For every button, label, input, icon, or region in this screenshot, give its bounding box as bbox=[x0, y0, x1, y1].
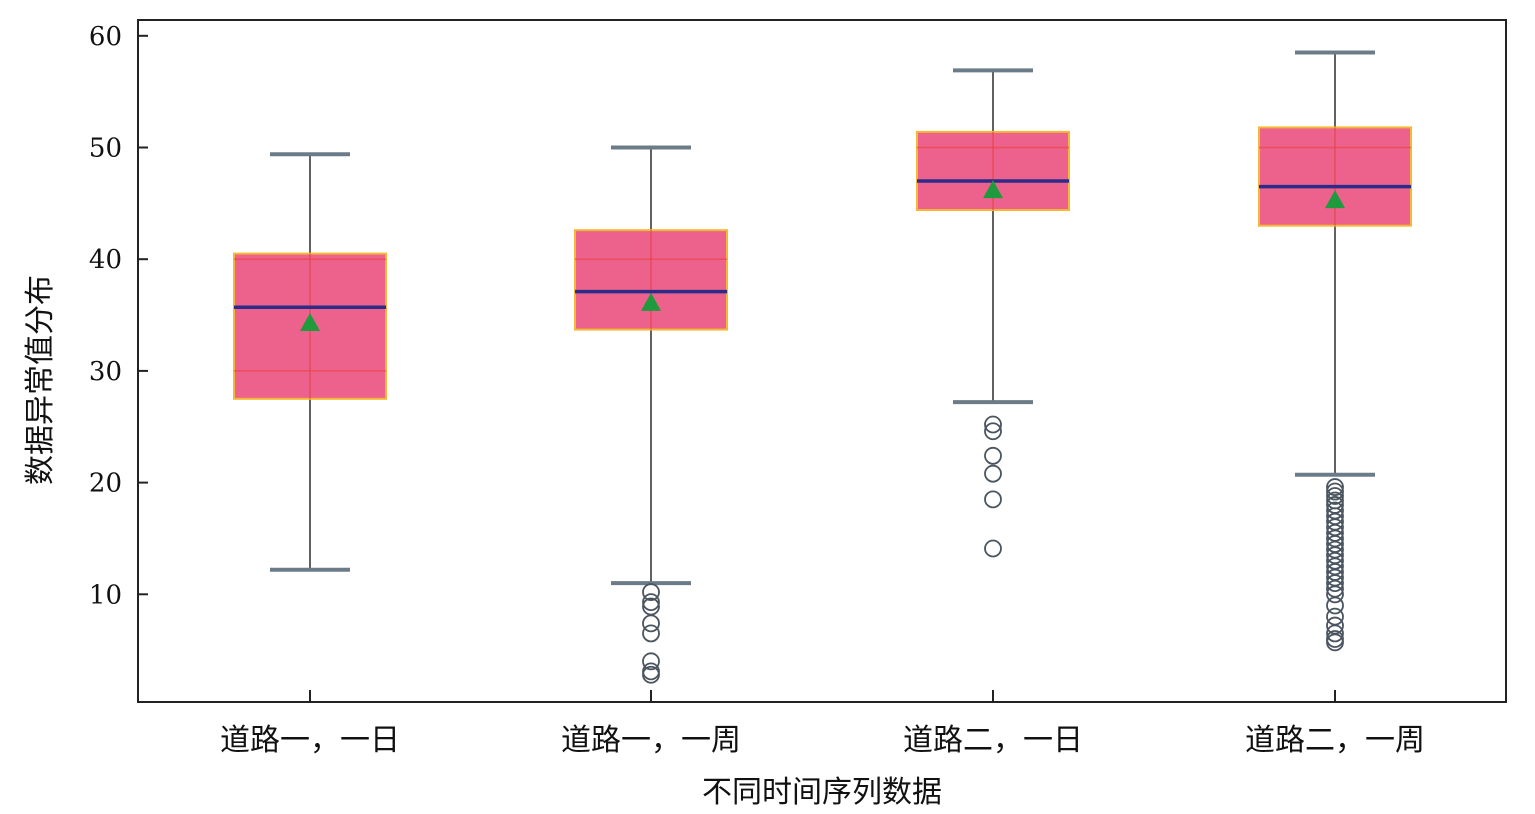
mean-marker bbox=[300, 312, 320, 331]
outlier-point bbox=[1326, 596, 1344, 615]
mean-marker bbox=[641, 292, 661, 311]
y-tick-label: 20 bbox=[89, 469, 122, 499]
outlier-point bbox=[1326, 633, 1344, 652]
y-axis-title: 数据异常值分布 bbox=[23, 275, 58, 485]
outlier-point bbox=[1326, 574, 1344, 593]
outlier-point bbox=[984, 490, 1002, 509]
box-group bbox=[574, 145, 728, 684]
outlier-point bbox=[642, 624, 660, 643]
x-axis-ticks: 道路一，一日 道路一，一周 道路二，一日 道路二，一周 bbox=[220, 690, 1425, 758]
outlier-point bbox=[642, 662, 660, 681]
outlier-point bbox=[642, 652, 660, 671]
y-tick-label: 30 bbox=[89, 357, 122, 387]
outlier-point bbox=[984, 422, 1002, 441]
y-tick-label: 60 bbox=[89, 22, 122, 52]
x-category-label: 道路二，一周 bbox=[1245, 723, 1425, 758]
outlier-point bbox=[1326, 624, 1344, 643]
outlier-point bbox=[984, 464, 1002, 483]
outlier-point bbox=[642, 665, 660, 684]
outlier-point bbox=[642, 614, 660, 633]
y-tick-label: 50 bbox=[89, 134, 122, 164]
outlier-point bbox=[1326, 585, 1344, 604]
plot-area-frame bbox=[137, 19, 1507, 703]
y-axis-ticks: 10 20 30 40 50 60 bbox=[89, 22, 148, 610]
outlier-point bbox=[1326, 487, 1344, 505]
x-category-label: 道路一，一周 bbox=[561, 723, 741, 758]
boxes-layer bbox=[233, 50, 1412, 684]
outlier-point bbox=[1326, 607, 1344, 626]
outlier-point bbox=[1326, 478, 1344, 496]
outlier-point bbox=[642, 593, 660, 612]
y-tick-label: 40 bbox=[89, 245, 122, 275]
box-group bbox=[916, 68, 1070, 558]
mean-marker bbox=[1325, 190, 1345, 209]
outlier-point bbox=[984, 446, 1002, 465]
mean-marker bbox=[983, 180, 1003, 199]
x-category-label: 道路一，一日 bbox=[220, 723, 400, 758]
box-group bbox=[233, 152, 387, 572]
outlier-point bbox=[1326, 482, 1344, 501]
y-tick-label: 10 bbox=[89, 580, 122, 610]
outlier-point bbox=[642, 583, 660, 601]
x-category-label: 道路二，一日 bbox=[903, 723, 1083, 758]
outlier-point bbox=[984, 415, 1002, 434]
x-axis-title: 不同时间序列数据 bbox=[702, 775, 942, 810]
outlier-point bbox=[984, 539, 1002, 558]
box-group bbox=[1258, 50, 1412, 652]
